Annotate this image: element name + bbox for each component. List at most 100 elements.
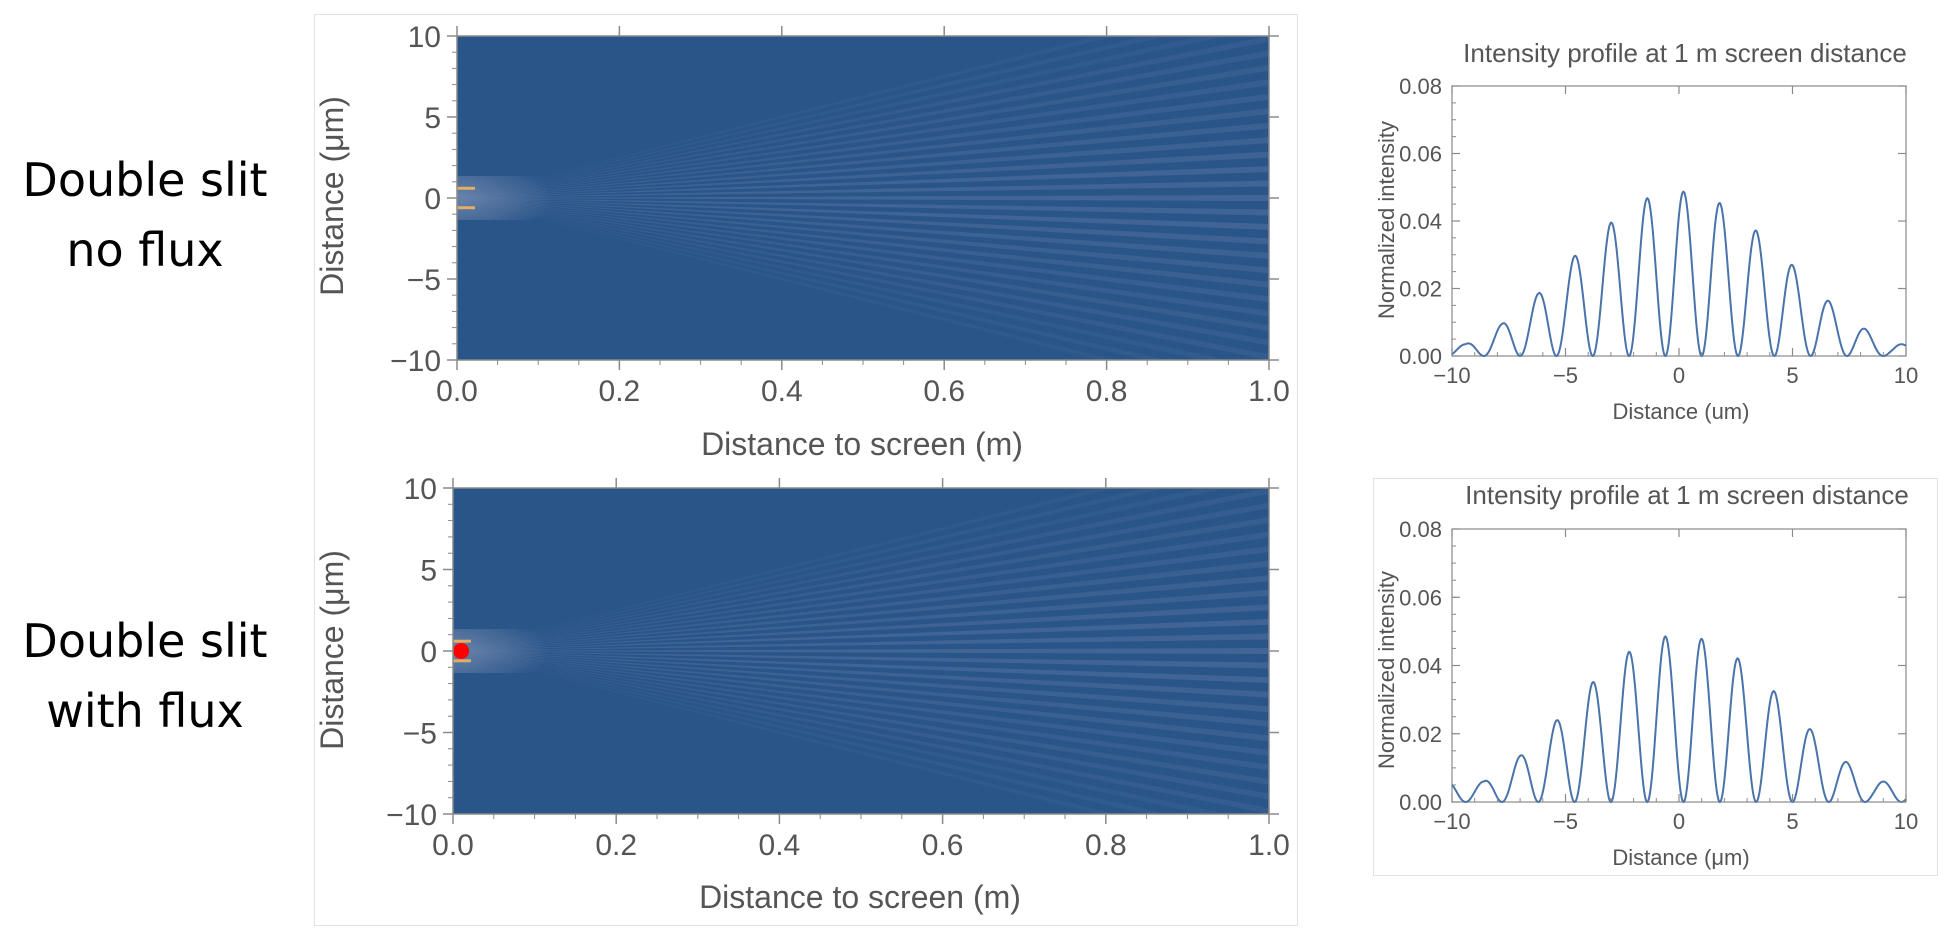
plot-frame: [1451, 528, 1907, 803]
fringe: [457, 108, 1269, 198]
row-label-line1: Double slit: [22, 153, 268, 207]
fringe: [457, 180, 1269, 198]
row-label-line1: Double slit: [22, 614, 268, 668]
y-tick-label: 0.06: [1399, 585, 1442, 610]
fringe: [453, 488, 1228, 651]
fringe: [457, 93, 1269, 198]
fringe: [453, 651, 1269, 698]
fringe: [453, 651, 1269, 669]
x-tick-label: 0.4: [761, 375, 803, 408]
x-tick-label: 0.8: [1086, 375, 1128, 408]
fringe: [457, 166, 1269, 198]
fringe: [453, 651, 1269, 727]
fringe: [457, 79, 1269, 198]
fringe: [453, 651, 1116, 814]
fringe: [457, 36, 1269, 198]
row-label-no-flux: Double slit no flux: [0, 145, 290, 285]
fringe: [453, 531, 1269, 651]
x-tick-label: 0.2: [599, 375, 641, 408]
row-label-line2: no flux: [66, 223, 224, 277]
fringe: [457, 36, 1168, 198]
fringe: [457, 198, 1269, 288]
x-tick-label: 0.0: [432, 829, 474, 862]
y-tick-label: 0.08: [1399, 517, 1442, 542]
x-tick-label: 1.0: [1248, 375, 1290, 408]
slit-beam-1: [457, 186, 475, 190]
chart-ylabel: Distance (μm): [314, 550, 350, 750]
fringe: [453, 651, 1269, 756]
x-tick-label: 0: [1673, 363, 1685, 388]
near-field-glow: [457, 176, 552, 220]
fringe: [457, 151, 1269, 198]
x-tick-label: −10: [1433, 809, 1470, 834]
fringe: [457, 198, 1269, 216]
y-tick-label: −5: [407, 264, 441, 297]
fringe: [453, 488, 1116, 651]
x-tick-label: 10: [1894, 363, 1918, 388]
fringe: [457, 198, 1269, 332]
chart-title: Intensity profile at 1 m screen distance: [1463, 38, 1907, 68]
slit-beam-2: [453, 659, 471, 663]
fringe: [457, 198, 1269, 346]
y-tick-label: 0.00: [1399, 790, 1442, 815]
fringe: [453, 560, 1269, 651]
fringe: [453, 651, 1269, 684]
chart-ylabel: Normalized intensity: [1374, 121, 1399, 319]
fringe-group: [453, 488, 1269, 814]
x-tick-label: 1.0: [1248, 829, 1290, 862]
y-tick-label: −10: [390, 345, 441, 378]
x-tick-label: 0.4: [759, 829, 801, 862]
fringe: [457, 137, 1269, 198]
x-tick-label: 0: [1673, 809, 1685, 834]
fringe: [457, 198, 1269, 230]
chart-ylabel: Normalized intensity: [1374, 571, 1399, 769]
fringe: [453, 633, 1269, 651]
fringe: [457, 50, 1269, 198]
fringe: [457, 122, 1269, 198]
slit-beam-2: [457, 206, 475, 210]
heatmap-background: [457, 36, 1269, 360]
x-tick-label: 10: [1894, 809, 1918, 834]
chart-xlabel: Distance (um): [1613, 399, 1750, 424]
chart-ylabel: Distance (μm): [314, 96, 350, 296]
y-tick-label: 10: [408, 21, 441, 54]
intensity-curve: [1451, 190, 1907, 358]
x-tick-label: −10: [1433, 363, 1470, 388]
y-tick-label: 0.04: [1399, 209, 1442, 234]
x-tick-label: 0.0: [436, 375, 478, 408]
chart-xlabel: Distance (μm): [1612, 845, 1749, 870]
x-tick-label: 0.6: [923, 375, 965, 408]
flux-marker: [453, 643, 470, 659]
fringe: [457, 198, 1168, 360]
x-tick-label: −5: [1553, 363, 1578, 388]
x-tick-label: 5: [1786, 363, 1798, 388]
fringe: [453, 651, 1269, 742]
fringe: [453, 648, 1269, 654]
slit-beam-1: [453, 639, 471, 643]
fringe: [453, 488, 1269, 651]
fringe: [453, 651, 1269, 771]
y-tick-label: 0.02: [1399, 722, 1442, 747]
row-label-line2: with flux: [46, 684, 244, 738]
fringe: [457, 198, 1269, 360]
y-tick-label: 5: [424, 102, 441, 135]
fringe-group: [457, 36, 1269, 360]
x-tick-label: 0.6: [922, 829, 964, 862]
fringe: [457, 36, 1117, 198]
fringe: [457, 198, 1117, 360]
fringe: [453, 502, 1269, 651]
fringe: [453, 575, 1269, 651]
fringe: [457, 198, 1269, 259]
fringe: [453, 651, 1269, 800]
y-tick-label: 0.08: [1399, 74, 1442, 99]
y-tick-label: 0.00: [1399, 344, 1442, 369]
y-tick-label: 0: [424, 183, 441, 216]
heatmap-background: [453, 488, 1269, 814]
fringe: [453, 589, 1269, 651]
fringe: [457, 198, 1269, 317]
fringe: [457, 198, 1269, 303]
fringe: [453, 604, 1269, 651]
